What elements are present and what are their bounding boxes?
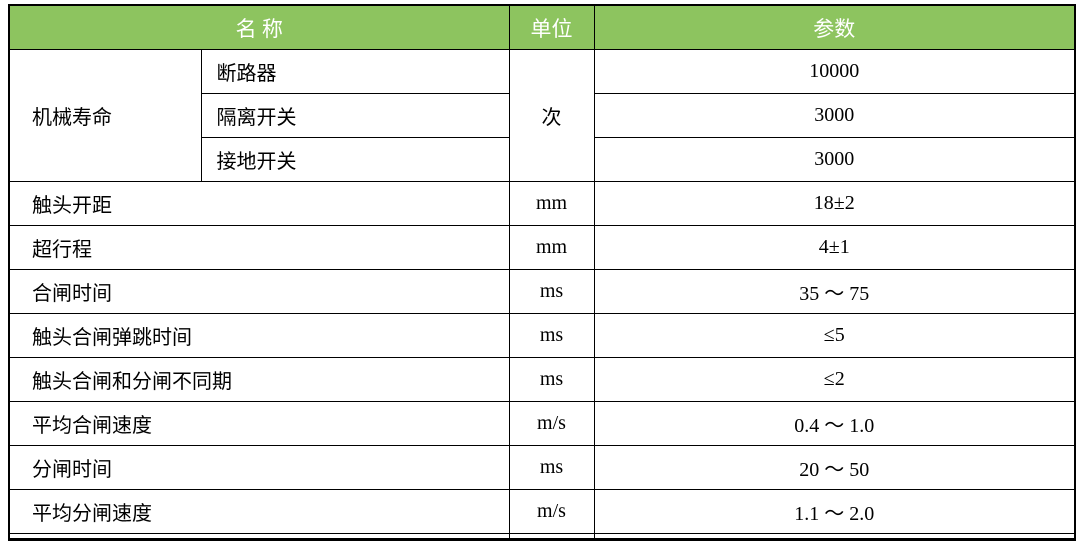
row-value: 0.4 ～ 1.0 (593, 401, 1076, 446)
sliver-cell (8, 533, 510, 540)
mech-life-item-value: 3000 (593, 137, 1076, 182)
row-value: ≤2 (593, 357, 1076, 402)
sliver-cell (508, 533, 595, 540)
row-unit: ms (508, 313, 595, 358)
row-unit: mm (508, 181, 595, 226)
table-row: 触头合闸弹跳时间 ms ≤5 (8, 313, 1076, 358)
row-value: 20 ～ 50 (593, 445, 1076, 490)
table-row: 合闸时间 ms 35 ～ 75 (8, 269, 1076, 314)
mech-life-unit: 次 (508, 49, 595, 182)
mech-life-item-name: 隔离开关 (200, 93, 510, 138)
row-unit: m/s (508, 401, 595, 446)
row-name: 超行程 (8, 225, 510, 270)
spec-table-container: 名 称 单位 参数 机械寿命 断路器 次 10000 隔离开关 3000 接地开… (8, 4, 1076, 541)
table-row: 平均分闸速度 m/s 1.1 ～ 2.0 (8, 489, 1076, 534)
mech-life-item-value: 10000 (593, 49, 1076, 94)
table-bottom-sliver-row (8, 533, 1076, 540)
mech-life-item-name: 断路器 (200, 49, 510, 94)
row-unit: mm (508, 225, 595, 270)
table-row: 机械寿命 断路器 次 10000 (8, 49, 1076, 182)
table-header-row: 名 称 单位 参数 (8, 4, 1076, 50)
table-row: 隔离开关 3000 (9, 93, 1076, 138)
row-name: 触头开距 (8, 181, 510, 226)
row-name: 合闸时间 (8, 269, 510, 314)
row-value: ≤5 (593, 313, 1076, 358)
spec-table: 名 称 单位 参数 机械寿命 断路器 次 10000 隔离开关 3000 接地开… (8, 4, 1076, 541)
row-name: 平均合闸速度 (8, 401, 510, 446)
table-row: 触头开距 mm 18±2 (8, 181, 1076, 226)
table-row: 分闸时间 ms 20 ～ 50 (8, 445, 1076, 490)
row-name: 平均分闸速度 (8, 489, 510, 534)
row-value: 1.1 ～ 2.0 (593, 489, 1076, 534)
row-unit: ms (508, 269, 595, 314)
sliver-cell (593, 533, 1076, 540)
row-unit: ms (508, 357, 595, 402)
table-row: 触头合闸和分闸不同期 ms ≤2 (8, 357, 1076, 402)
row-unit: ms (508, 445, 595, 490)
table-row: 平均合闸速度 m/s 0.4 ～ 1.0 (8, 401, 1076, 446)
header-name: 名 称 (8, 4, 510, 50)
mech-life-item-name: 接地开关 (200, 137, 510, 182)
header-param: 参数 (593, 4, 1076, 50)
mech-life-item-value: 3000 (593, 93, 1076, 138)
row-name: 触头合闸和分闸不同期 (8, 357, 510, 402)
row-value: 35 ～ 75 (593, 269, 1076, 314)
table-row: 接地开关 3000 (9, 137, 1076, 182)
mech-life-label: 机械寿命 (8, 49, 202, 182)
row-unit: m/s (508, 489, 595, 534)
table-row: 超行程 mm 4±1 (8, 225, 1076, 270)
row-value: 4±1 (593, 225, 1076, 270)
row-name: 触头合闸弹跳时间 (8, 313, 510, 358)
row-name: 分闸时间 (8, 445, 510, 490)
header-unit: 单位 (508, 4, 595, 50)
row-value: 18±2 (593, 181, 1076, 226)
